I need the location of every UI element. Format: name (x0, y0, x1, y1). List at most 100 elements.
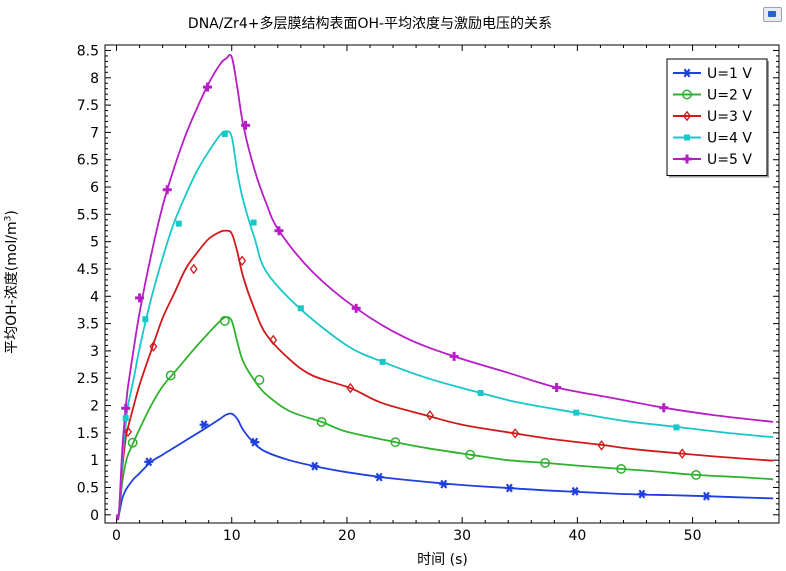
marker-shape (573, 409, 580, 416)
series-1-marker (374, 472, 384, 482)
series-5-marker (203, 82, 213, 92)
series-lines (115, 54, 774, 521)
series-5-marker (552, 383, 562, 393)
series-1-marker (439, 479, 449, 489)
marker-shape (254, 374, 265, 385)
marker-shape (122, 415, 129, 422)
marker-stroke (571, 486, 579, 496)
y-tick-label: 2.5 (77, 371, 99, 387)
marker-shape (189, 263, 198, 275)
series-line-1 (115, 412, 774, 517)
marker-shape (175, 220, 182, 227)
series-4-marker (573, 409, 580, 416)
series-5-marker (351, 303, 361, 313)
series-1-marker (310, 461, 320, 471)
series-4-marker (175, 220, 182, 227)
y-axis-label: 平均OH-浓度(mol/m3) (1, 210, 21, 354)
marker-shape (316, 416, 327, 427)
marker-stroke (375, 472, 383, 482)
series-2-marker (691, 469, 701, 480)
series-3-marker (189, 263, 198, 275)
marker-stroke (251, 437, 259, 447)
marker-shape (149, 341, 158, 352)
y-tick-label: 8.5 (77, 43, 99, 59)
marker-stroke (200, 420, 208, 430)
y-axis-label-main: 平均OH-浓度(mol/m (4, 221, 20, 354)
series-2-marker (127, 437, 138, 448)
y-tick-label: 5.5 (77, 207, 99, 223)
marker-stroke (703, 491, 710, 501)
series-line-4 (115, 130, 774, 520)
legend-label: U=3 V (707, 109, 752, 125)
series-2-marker (465, 449, 476, 460)
series-3-marker (238, 255, 247, 267)
series-1-marker (250, 437, 260, 447)
series-4-marker (122, 415, 129, 422)
series-2-marker (219, 315, 230, 326)
series-5-marker (241, 120, 251, 130)
series-1-marker (701, 491, 711, 501)
series-5-marker (274, 226, 284, 236)
marker-shape (165, 370, 176, 381)
x-tick-label: 50 (684, 528, 702, 544)
marker-shape (477, 389, 484, 396)
legend-swatch-marker (682, 89, 692, 100)
marker-shape (238, 255, 247, 267)
series-4-marker (673, 424, 680, 431)
marker-shape (127, 437, 138, 448)
marker-shape (250, 219, 257, 226)
legend-label: U=4 V (707, 131, 752, 147)
series-4-marker (142, 316, 149, 323)
marker-shape (297, 305, 304, 312)
marker-shape (691, 469, 701, 480)
series-5-marker (121, 403, 131, 413)
legend-label: U=5 V (707, 152, 752, 168)
series-1-marker (637, 489, 647, 499)
marker-shape (124, 426, 133, 438)
series-line-3 (115, 229, 774, 520)
legend-swatch-marker (684, 134, 690, 141)
y-tick-label: 0.5 (77, 480, 99, 496)
series-3-marker (597, 440, 606, 451)
y-axis-label-superscript: 3 (3, 215, 14, 222)
marker-stroke (506, 483, 513, 493)
y-tick-label: 1 (90, 453, 99, 469)
legend-label: U=2 V (707, 88, 752, 104)
series-4-marker (221, 131, 228, 138)
marker-stroke (638, 489, 646, 499)
marker-shape (682, 89, 692, 100)
marker-shape (465, 449, 476, 460)
x-axis-label: 时间 (s) (417, 552, 468, 568)
x-tick-label: 20 (338, 528, 356, 544)
series-line-5 (115, 54, 774, 521)
marker-stroke (683, 68, 691, 78)
series-2-marker (616, 463, 627, 474)
series-5-marker (449, 351, 459, 361)
series-3-marker (269, 334, 278, 346)
y-tick-label: 7 (90, 125, 99, 141)
plot-frame (104, 44, 780, 524)
y-tick-label: 1.5 (77, 426, 99, 442)
marker-shape (540, 457, 551, 468)
y-tick-label: 6.5 (77, 153, 99, 169)
marker-shape (673, 424, 680, 431)
marker-stroke (311, 461, 319, 471)
series-2-marker (254, 374, 265, 385)
marker-shape (379, 358, 386, 365)
series-3-marker (678, 448, 687, 459)
marker-shape (221, 131, 228, 138)
legend-swatch-marker (682, 110, 692, 122)
expand-plot-icon[interactable] (763, 7, 782, 22)
series-1-marker (504, 483, 514, 493)
y-axis-label-end: ) (4, 210, 20, 216)
marker-shape (142, 316, 149, 323)
marker-shape (684, 134, 690, 141)
marker-shape (390, 437, 401, 448)
y-tick-label: 4 (90, 289, 99, 305)
series-5-marker (135, 293, 145, 303)
marker-shape (616, 463, 627, 474)
legend-swatch-marker (682, 154, 692, 164)
legend-swatch-marker (682, 68, 692, 78)
y-tick-label: 5 (90, 235, 99, 251)
